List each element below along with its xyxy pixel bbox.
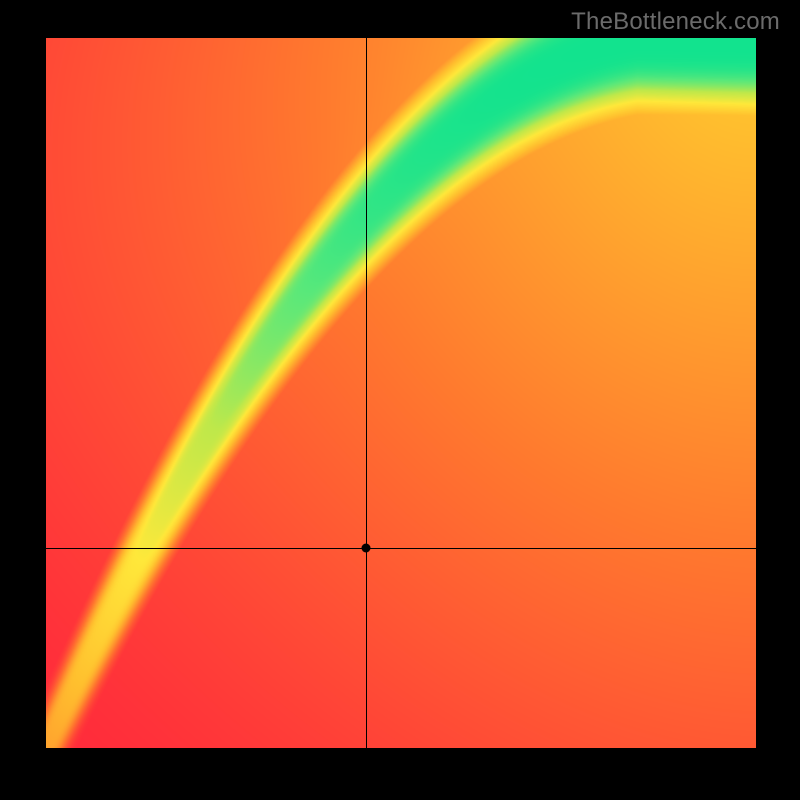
watermark-text: TheBottleneck.com xyxy=(571,8,780,36)
plot-area xyxy=(46,38,756,748)
crosshair-horizontal xyxy=(46,548,756,549)
chart-container: TheBottleneck.com xyxy=(0,0,800,800)
crosshair-vertical xyxy=(366,38,367,748)
marker-dot xyxy=(361,543,370,552)
heatmap-canvas xyxy=(46,38,756,748)
